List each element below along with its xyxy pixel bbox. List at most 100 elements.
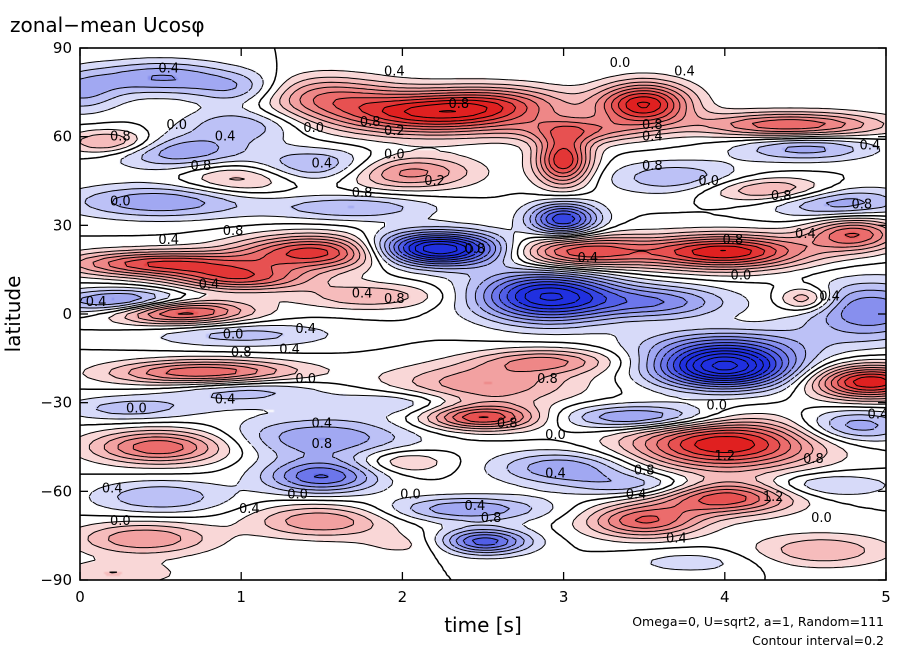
contour-label: 0.8 (360, 115, 381, 130)
contour-label: 0.0 (698, 174, 719, 189)
contour-line (150, 74, 886, 551)
contour-line (700, 356, 750, 375)
contour-label: 0.8 (803, 452, 824, 467)
contour-label: 0.8 (642, 118, 663, 133)
shaded-field (80, 48, 886, 580)
contour-label: 0.4 (577, 251, 598, 266)
contour-line (124, 90, 886, 524)
contour-label: 0.0 (811, 511, 832, 526)
contour-label: 0.4 (158, 62, 179, 77)
contour-line (80, 48, 886, 580)
contour-label: 0.2 (384, 124, 405, 139)
contour-label: 0.8 (497, 416, 518, 431)
contour-line (403, 101, 726, 252)
contour-line (80, 57, 886, 571)
contour-label: 0.4 (545, 467, 566, 482)
contour-line (80, 81, 886, 549)
contour-line (439, 110, 457, 113)
contour-label: 0.2 (424, 174, 445, 189)
y-tick-label: −90 (40, 571, 72, 589)
contour-label: 0.0 (400, 487, 421, 502)
contour-label: 0.4 (102, 481, 123, 496)
contour-line (80, 69, 886, 580)
contour-label: 0.4 (868, 408, 889, 423)
y-tick-label: 90 (53, 39, 72, 57)
contour-label: 1.2 (714, 449, 735, 464)
contour-line (381, 96, 886, 453)
contour-label: 0.4 (311, 156, 332, 171)
y-axis-ticks: 90 60 30 0 −30 −60 −90 (40, 39, 886, 589)
contour-label: 0.8 (191, 159, 212, 174)
contour-label: 0.8 (311, 437, 332, 452)
x-tick-label: 3 (559, 588, 569, 606)
contour-line (147, 93, 886, 458)
x-tick-label: 1 (236, 588, 246, 606)
contour-label: 0.8 (110, 130, 131, 145)
contour-label: 0.4 (295, 322, 316, 337)
contour-label: 0.0 (303, 121, 324, 136)
contour-label: 0.4 (158, 233, 179, 248)
contour-label: 0.0 (110, 195, 131, 210)
contour-interval-annotation: Contour interval=0.2 (752, 633, 884, 648)
contour-label: 0.4 (465, 499, 486, 514)
contour-label: 0.4 (666, 532, 687, 547)
contour-label: 0.4 (239, 502, 260, 517)
contour-label: 0.0 (166, 118, 187, 133)
contour-label: 0.8 (634, 464, 655, 479)
contour-label: 0.4 (215, 393, 236, 408)
contour-label: 0.8 (481, 511, 502, 526)
contour-label: 0.8 (384, 292, 405, 307)
contour-label: 1.2 (763, 490, 784, 505)
contour-label: 0.0 (126, 402, 147, 417)
contour-label: 0.4 (642, 130, 663, 145)
y-tick-label: −60 (40, 482, 72, 500)
contour-label: 0.8 (223, 224, 244, 239)
contour-label: 0.4 (674, 65, 695, 80)
contour-line (80, 67, 886, 554)
contour-label: 0.0 (295, 372, 316, 387)
contour-label: 0.4 (279, 343, 300, 358)
contour-line (92, 84, 886, 533)
contour-label: 0.8 (537, 372, 558, 387)
contour-label: 0.0 (731, 269, 752, 284)
contour-label: 0.4 (311, 416, 332, 431)
contour-line (423, 243, 758, 377)
contour-label: 0.0 (706, 399, 727, 414)
y-tick-label: 30 (53, 216, 72, 234)
contour-line (107, 87, 886, 529)
contour-label: 0.0 (110, 514, 131, 529)
contour-label: 0.0 (545, 428, 566, 443)
y-axis-title: latitude (1, 276, 25, 353)
x-axis-ticks: 0 1 2 3 4 5 (75, 48, 891, 606)
contour-line (80, 76, 886, 574)
contour-label: 0.4 (795, 227, 816, 242)
x-axis-title: time [s] (444, 613, 522, 637)
contour-line (402, 213, 777, 383)
contour-label: 0.4 (819, 289, 840, 304)
y-tick-label: −30 (40, 394, 72, 412)
contour-label: 0.8 (352, 186, 373, 201)
contour-line (414, 240, 764, 379)
contour-label: 0.4 (352, 286, 373, 301)
contour-label: 0.8 (771, 189, 792, 204)
contour-label: 0.0 (223, 328, 244, 343)
contour-label: 0.0 (384, 147, 405, 162)
contour-line (711, 360, 739, 371)
contour-label: 0.8 (723, 233, 744, 248)
contour-line (80, 63, 886, 556)
contour-label: 0.8 (851, 198, 872, 213)
contour-label: 0.4 (215, 130, 236, 145)
contour-labels: 0.4 0.40.00.40.80.0 0.80.2 0.80.40.80.00.40… (86, 56, 889, 547)
contour-label: 0.8 (231, 345, 252, 360)
contour-label: 0.0 (610, 56, 631, 71)
contour-label: 0.4 (626, 487, 647, 502)
x-tick-label: 4 (720, 588, 730, 606)
contour-label: 0.8 (465, 242, 486, 257)
plot-title: zonal−mean Ucosφ (10, 13, 205, 37)
contour-label: 0.8 (448, 97, 469, 112)
x-tick-label: 5 (881, 588, 891, 606)
x-tick-label: 2 (398, 588, 408, 606)
contour-label: 0.4 (199, 277, 220, 292)
contour-label: 0.0 (287, 487, 308, 502)
